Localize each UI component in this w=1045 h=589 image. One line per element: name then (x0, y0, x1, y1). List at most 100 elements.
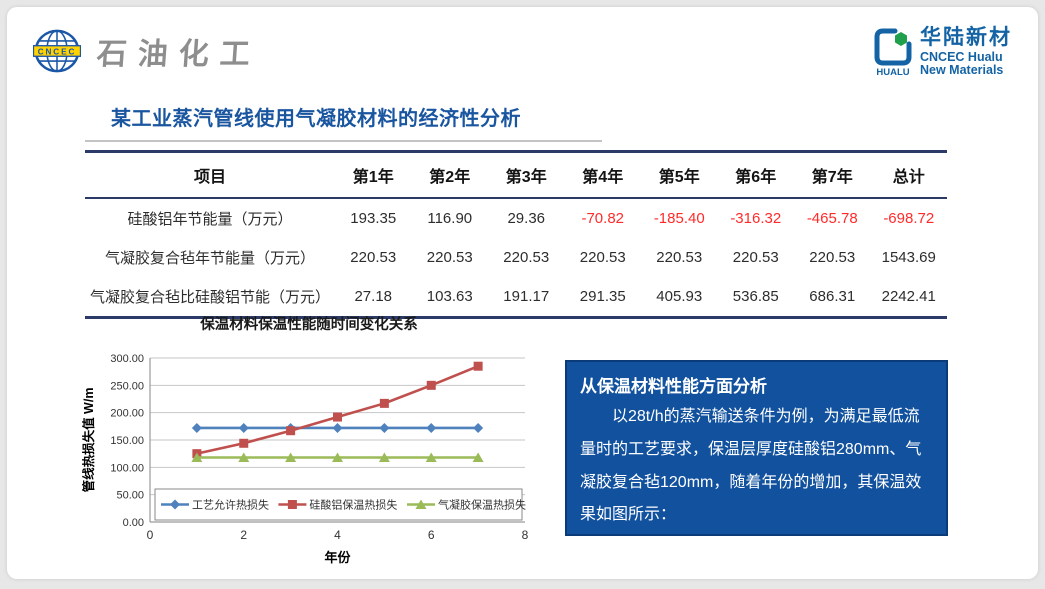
row-value: 405.93 (656, 288, 703, 305)
legend-marker-icon (287, 500, 297, 509)
row-value: -316.32 (730, 210, 782, 227)
analysis-box-title: 从保温材料性能方面分析 (580, 377, 767, 396)
y-axis-title: 管线热损失值 W/m (81, 388, 96, 493)
legend-box (154, 488, 523, 521)
table-body: 硅酸铝年节能量（万元） 193.35 116.90 29.36 -70.82 -185.4… (85, 198, 947, 318)
data-point-marker (191, 452, 203, 462)
row-value: 220.53 (579, 249, 626, 266)
row-value: -698.72 (883, 210, 935, 227)
x-tick-label: 6 (428, 528, 435, 542)
row-value: -185.40 (653, 210, 705, 227)
data-point-marker (191, 422, 202, 433)
data-point-marker (379, 422, 390, 433)
table-header-cell: 第2年 (429, 169, 471, 186)
row-value: 193.35 (350, 210, 397, 227)
table-header-cell: 第3年 (505, 169, 547, 186)
table-header-cell: 第1年 (352, 169, 394, 186)
table-row: 气凝胶复合毡比硅酸铝节能（万元） 27.18 103.63 191.17 291.35 4… (85, 277, 947, 318)
data-point-marker (332, 422, 343, 433)
x-tick-label: 0 (147, 528, 154, 542)
analysis-box: 从保温材料性能方面分析 以28t/h的蒸汽输送条件为例，为满足最低流量时的工艺要… (565, 360, 948, 536)
data-point-marker (239, 438, 249, 448)
y-tick-label: 250.00 (110, 380, 144, 392)
row-value: 116.90 (427, 210, 473, 227)
row-value: 220.53 (350, 249, 397, 266)
hualu-logo: HUALU 华陆新材 CNCEC Hualu New Materials (873, 26, 1012, 78)
data-point-marker (425, 452, 437, 462)
table-header-cell: 项目 (193, 169, 226, 186)
row-value: 220.53 (426, 249, 473, 266)
row-value: 191.17 (503, 288, 550, 305)
data-point-marker (238, 452, 250, 462)
row-value: 536.85 (732, 288, 779, 305)
data-point-marker (286, 426, 296, 436)
hualu-en-line1: CNCEC Hualu (920, 50, 1003, 65)
hualu-en-line2: New Materials (920, 63, 1004, 78)
row-value: 27.18 (354, 288, 393, 305)
row-value: 103.63 (426, 288, 473, 305)
table-row: 硅酸铝年节能量（万元） 193.35 116.90 29.36 -70.82 -185.4… (85, 198, 947, 238)
row-label: 气凝胶复合毡年节能量（万元） (104, 250, 315, 267)
cncec-globe-icon: CNCEC (33, 29, 81, 73)
legend-label: 气凝胶保温热损失 (438, 498, 526, 512)
row-value: 220.53 (732, 249, 779, 266)
title-divider (85, 140, 602, 142)
data-point-marker (378, 452, 390, 462)
row-value: -70.82 (581, 210, 625, 227)
cncec-emblem-text: CNCEC (38, 47, 77, 56)
x-tick-label: 4 (334, 528, 341, 542)
x-tick-label: 2 (240, 528, 247, 542)
row-value: -465.78 (806, 210, 858, 227)
chart-svg: 保温材料保温性能随时间变化关系 0.00 50.00 100.00 150.00 200.… (81, 315, 529, 565)
data-point-marker (332, 452, 343, 462)
legend-marker-icon (170, 499, 180, 510)
y-tick-label: 300.00 (110, 353, 144, 365)
row-value: 2242.41 (881, 288, 936, 305)
data-point-marker (426, 380, 436, 390)
row-label: 硅酸铝年节能量（万元） (127, 211, 293, 228)
data-point-marker (379, 398, 389, 408)
y-tick-label: 50.00 (116, 490, 144, 502)
legend-label: 硅酸铝保温热损失 (309, 498, 397, 512)
page-title: 某工业蒸汽管线使用气凝胶材料的经济性分析 (111, 108, 521, 130)
y-tick-label: 150.00 (110, 435, 144, 447)
y-tick-label: 100.00 (110, 462, 144, 474)
legend-marker-icon (415, 499, 427, 509)
row-value: 291.35 (579, 288, 626, 305)
slide-canvas: CNCEC 石油化工 HUALU 华陆新材 CNCEC Hualu New Ma… (7, 7, 1038, 579)
table-row: 气凝胶复合毡年节能量（万元） 220.53 220.53 220.53 220.53 22… (85, 238, 947, 277)
chart-title: 保温材料保温性能随时间变化关系 (199, 315, 418, 333)
data-point-marker (473, 422, 484, 433)
table-header-cell: 第7年 (811, 169, 853, 186)
hualu-cn-name: 华陆新材 (920, 26, 1012, 49)
row-value: 220.53 (503, 249, 550, 266)
data-point-marker (472, 452, 484, 462)
y-tick-label: 0.00 (123, 517, 144, 529)
x-axis-title: 年份 (324, 550, 351, 565)
table-header-cell: 第5年 (658, 169, 700, 186)
petrochemical-brand-text: 石油化工 (95, 38, 262, 71)
row-value: 1543.69 (881, 249, 936, 266)
economics-table-wrap: 项目 第1年 第2年 第3年 第4年 第5年 第6年 第7年 总计 硅酸铝年节能量（万元） 193… (85, 150, 947, 319)
series-line (196, 364, 479, 455)
cncec-logo: CNCEC 石油化工 (33, 27, 262, 75)
data-point-marker (473, 361, 483, 371)
data-point-marker (426, 422, 437, 433)
data-point-marker (333, 412, 342, 422)
table-header-cell: 第6年 (735, 169, 777, 186)
table-header-cell: 第4年 (582, 169, 624, 186)
legend-label: 工艺允许热损失 (192, 498, 269, 512)
data-point-marker (238, 422, 249, 433)
x-tick-label: 8 (522, 528, 529, 542)
analysis-box-body: 以28t/h的蒸汽输送条件为例，为满足最低流量时的工艺要求，保温层厚度硅酸铝28… (580, 408, 922, 524)
table-header-row: 项目 第1年 第2年 第3年 第4年 第5年 第6年 第7年 总计 (85, 151, 947, 198)
table-header-cell: 总计 (892, 169, 925, 186)
hualu-logo-icon: HUALU (874, 28, 912, 77)
row-label: 气凝胶复合毡比硅酸铝节能（万元） (89, 289, 330, 306)
data-point-marker (285, 452, 297, 462)
row-value: 29.36 (507, 210, 546, 227)
hualu-mark-text: HUALU (876, 67, 909, 77)
row-value: 686.31 (809, 288, 856, 305)
row-value: 220.53 (809, 249, 856, 266)
row-value: 220.53 (656, 249, 703, 266)
